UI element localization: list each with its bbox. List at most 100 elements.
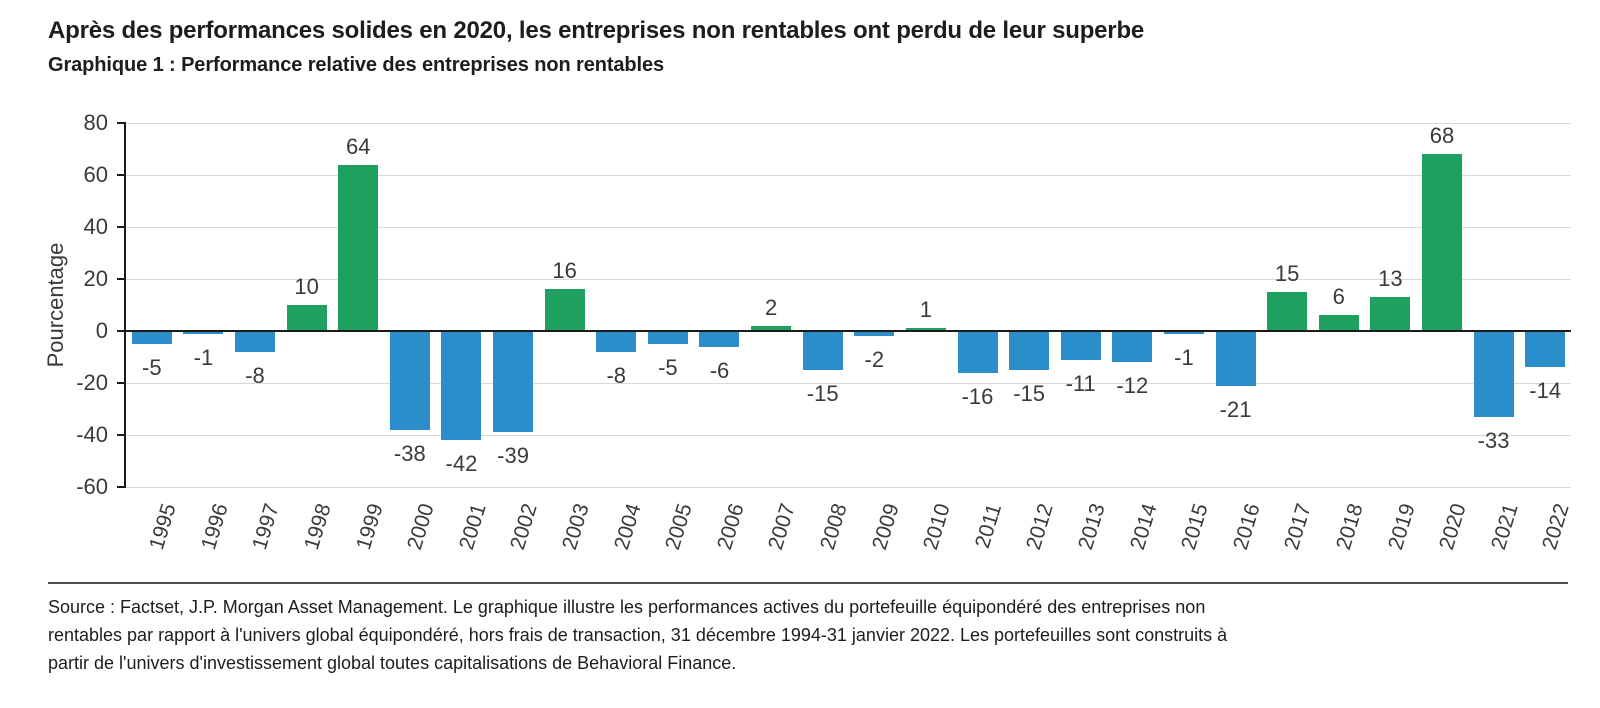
bar-value-label: -8	[245, 362, 265, 388]
x-tick-label: 2013	[1074, 501, 1110, 553]
bar-value-label: 16	[552, 258, 577, 284]
footer-divider	[48, 582, 1568, 584]
bar-value-label: -12	[1116, 373, 1149, 399]
source-line: rentables par rapport à l'univers global…	[48, 625, 1228, 645]
source-line: Source : Factset, J.P. Morgan Asset Mana…	[48, 597, 1206, 617]
bar-value-label: -5	[658, 355, 678, 380]
bar	[235, 331, 276, 352]
bar-value-label: 64	[345, 133, 371, 159]
y-tick-label: 40	[83, 214, 108, 239]
bar	[286, 305, 327, 331]
bar-value-label: -11	[1065, 370, 1096, 396]
x-tick-label: 1995	[145, 501, 181, 553]
y-tick-label: -40	[76, 422, 108, 447]
bar	[751, 325, 792, 331]
bar	[441, 331, 482, 441]
x-tick-label: 2015	[1177, 501, 1213, 553]
bar	[131, 331, 172, 344]
bar-value-label: -14	[1529, 378, 1562, 404]
x-tick-label: 1999	[351, 501, 388, 553]
chart-subtitle: Graphique 1 : Performance relative des e…	[48, 54, 665, 76]
bar-value-label: 10	[294, 274, 319, 299]
gridline	[126, 434, 1571, 436]
y-tick-label: 60	[83, 162, 108, 187]
bar-value-label: -5	[142, 355, 162, 380]
bar	[596, 331, 637, 352]
bar-value-label: -8	[606, 362, 627, 388]
source-line: partir de l'univers d'investissement glo…	[48, 653, 737, 673]
bar-value-label: 6	[1332, 284, 1345, 310]
x-tick-label: 2020	[1435, 501, 1471, 553]
y-tick-label: 0	[95, 318, 108, 343]
x-tick-label: 2009	[867, 501, 904, 553]
plot-area: 80 60 40 20 0 -20 -40 -60 -5 1995 -1 1996 -8 1997 10 19…	[76, 111, 1574, 553]
bar	[1163, 331, 1204, 334]
bar-value-label: 15	[1274, 261, 1300, 286]
y-tick-label: 20	[83, 266, 108, 291]
x-tick-label: 2011	[971, 501, 1007, 551]
x-tick-label: 2001	[454, 501, 491, 553]
y-axis-title: Pourcentage	[43, 242, 68, 368]
bar-value-label: 2	[764, 294, 778, 320]
bar-value-label: -2	[864, 347, 885, 373]
bar	[957, 331, 998, 373]
y-axis-tick	[117, 226, 126, 228]
x-tick-label: 2010	[919, 501, 955, 553]
bar-value-label: -38	[393, 440, 426, 466]
gridline	[126, 122, 1571, 124]
x-tick-label: 2006	[712, 501, 749, 553]
bar	[1473, 331, 1514, 417]
page-title: Après des performances solides en 2020, …	[48, 17, 1145, 44]
bar	[544, 289, 585, 331]
gridline	[126, 382, 1571, 384]
x-tick-label: 2000	[403, 501, 439, 553]
bar-value-label: -42	[445, 451, 478, 477]
bar-value-label: -33	[1477, 427, 1510, 453]
bar-value-label: -39	[497, 443, 529, 469]
bar-value-label: -1	[1174, 344, 1194, 370]
bar-value-label: 13	[1378, 266, 1403, 292]
bar	[1215, 331, 1256, 386]
gridline	[126, 278, 1571, 280]
x-tick-label: 1998	[299, 501, 336, 553]
gridline	[126, 226, 1571, 228]
bar-value-label: 68	[1429, 123, 1455, 149]
bar-chart: Pourcentage 80 60 40 20 0 -20 -40 -60 -5 1995 -1 19…	[0, 85, 1600, 582]
y-axis-tick	[117, 434, 126, 436]
x-tick-label: 2008	[816, 501, 852, 553]
bar-value-label: -21	[1219, 396, 1252, 422]
x-tick-label: 2012	[1022, 501, 1059, 553]
bar	[1112, 331, 1153, 363]
bar	[1525, 331, 1566, 368]
bar-value-label: -16	[961, 383, 994, 409]
y-axis-tick	[117, 330, 126, 332]
x-tick-label: 2004	[609, 501, 646, 553]
bar-value-label: -15	[806, 381, 839, 406]
x-tick-label: 2016	[1228, 501, 1265, 553]
bar	[1060, 331, 1101, 360]
x-tick-label: 2005	[661, 501, 697, 553]
y-tick-label: 80	[83, 110, 108, 135]
y-axis-tick	[117, 174, 126, 176]
gridline	[126, 174, 1571, 176]
bar	[647, 331, 688, 344]
gridline	[126, 486, 1571, 488]
x-tick-label: 2017	[1280, 501, 1317, 553]
x-tick-label: 2021	[1486, 501, 1523, 553]
bar	[1421, 154, 1462, 331]
x-tick-label: 2019	[1383, 501, 1420, 553]
x-tick-label: 2022	[1538, 501, 1575, 553]
bar	[1267, 292, 1308, 331]
bar	[1370, 297, 1411, 331]
y-tick-label: -60	[76, 474, 108, 499]
bar	[338, 164, 379, 331]
x-tick-label: 2018	[1332, 501, 1368, 553]
x-tick-label: 2014	[1125, 501, 1162, 553]
bar	[493, 331, 534, 433]
bar-value-label: -15	[1013, 381, 1046, 406]
bar	[1009, 331, 1050, 370]
bar	[802, 331, 843, 370]
bar	[183, 331, 224, 334]
source-note: Source : Factset, J.P. Morgan Asset Mana…	[48, 593, 1570, 677]
